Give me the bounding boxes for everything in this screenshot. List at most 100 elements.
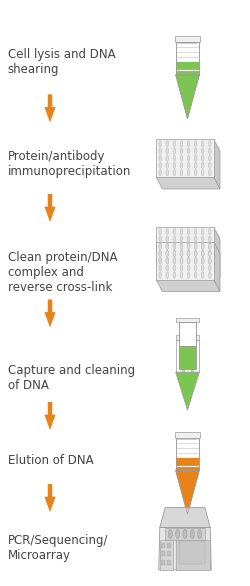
Circle shape — [201, 141, 204, 147]
Circle shape — [194, 250, 197, 257]
Circle shape — [159, 250, 162, 257]
Circle shape — [201, 250, 204, 257]
Circle shape — [173, 229, 176, 235]
Circle shape — [180, 155, 183, 162]
Bar — [175, 431, 200, 438]
Circle shape — [166, 257, 169, 264]
Polygon shape — [191, 369, 193, 372]
Polygon shape — [156, 227, 214, 265]
Circle shape — [187, 265, 190, 271]
Circle shape — [187, 250, 190, 257]
Circle shape — [173, 272, 176, 278]
Polygon shape — [176, 470, 200, 515]
Text: Cell lysis and DNA
shearing: Cell lysis and DNA shearing — [8, 47, 115, 76]
Circle shape — [201, 243, 204, 250]
Circle shape — [166, 148, 169, 154]
Circle shape — [201, 229, 204, 235]
Polygon shape — [176, 74, 200, 118]
Text: Capture and cleaning
of DNA: Capture and cleaning of DNA — [8, 364, 134, 392]
Circle shape — [201, 258, 204, 264]
Circle shape — [201, 272, 204, 278]
Circle shape — [166, 162, 169, 169]
Bar — [176, 335, 200, 340]
Circle shape — [173, 250, 176, 257]
Circle shape — [194, 265, 197, 271]
Circle shape — [201, 265, 204, 271]
Circle shape — [166, 272, 169, 278]
Circle shape — [187, 272, 190, 278]
Polygon shape — [176, 340, 200, 372]
Circle shape — [194, 155, 197, 162]
Circle shape — [194, 250, 197, 257]
Circle shape — [166, 229, 169, 235]
Circle shape — [201, 162, 204, 169]
Circle shape — [159, 243, 162, 250]
Circle shape — [194, 229, 197, 235]
Bar — [175, 36, 200, 43]
Polygon shape — [160, 507, 210, 527]
Polygon shape — [176, 372, 200, 410]
Circle shape — [194, 243, 197, 250]
Circle shape — [190, 529, 194, 539]
Circle shape — [208, 243, 211, 250]
Circle shape — [173, 257, 176, 264]
Polygon shape — [179, 346, 196, 369]
Polygon shape — [176, 318, 199, 322]
Polygon shape — [214, 139, 220, 189]
Circle shape — [187, 243, 190, 250]
Bar — [162, 560, 165, 565]
Circle shape — [159, 243, 162, 250]
Polygon shape — [156, 177, 220, 189]
Circle shape — [208, 272, 211, 278]
Polygon shape — [44, 484, 56, 512]
Text: PCR/Sequencing/
Microarray: PCR/Sequencing/ Microarray — [8, 534, 108, 562]
Polygon shape — [176, 43, 200, 74]
Circle shape — [173, 148, 176, 154]
Circle shape — [187, 162, 190, 169]
Circle shape — [208, 265, 211, 271]
Polygon shape — [182, 369, 184, 372]
Circle shape — [187, 236, 190, 242]
Circle shape — [194, 141, 197, 147]
Bar — [176, 540, 210, 570]
Polygon shape — [156, 280, 220, 292]
Circle shape — [166, 236, 169, 242]
Circle shape — [187, 148, 190, 154]
Circle shape — [176, 529, 180, 539]
Circle shape — [194, 236, 197, 242]
Circle shape — [201, 250, 204, 257]
Circle shape — [180, 250, 183, 257]
Polygon shape — [179, 322, 196, 369]
Circle shape — [173, 250, 176, 257]
Polygon shape — [44, 94, 56, 122]
Circle shape — [187, 155, 190, 162]
Polygon shape — [176, 74, 200, 118]
Circle shape — [187, 229, 190, 235]
Circle shape — [187, 258, 190, 264]
Circle shape — [201, 169, 204, 176]
Circle shape — [173, 258, 176, 264]
Circle shape — [159, 141, 162, 147]
Circle shape — [166, 250, 169, 257]
Circle shape — [208, 169, 211, 176]
Polygon shape — [176, 470, 200, 515]
Circle shape — [159, 257, 162, 264]
Polygon shape — [156, 242, 214, 280]
Circle shape — [201, 155, 204, 162]
Circle shape — [208, 236, 211, 242]
Circle shape — [208, 243, 211, 250]
Circle shape — [159, 229, 162, 235]
Circle shape — [198, 529, 202, 539]
Circle shape — [194, 148, 197, 154]
Circle shape — [187, 141, 190, 147]
Bar — [162, 551, 165, 557]
Circle shape — [187, 243, 190, 250]
Circle shape — [208, 250, 211, 257]
Circle shape — [194, 258, 197, 264]
Circle shape — [208, 155, 211, 162]
Circle shape — [159, 148, 162, 154]
Text: Elution of DNA: Elution of DNA — [8, 454, 93, 466]
Polygon shape — [176, 458, 200, 470]
Bar — [160, 540, 173, 570]
Polygon shape — [214, 242, 220, 292]
